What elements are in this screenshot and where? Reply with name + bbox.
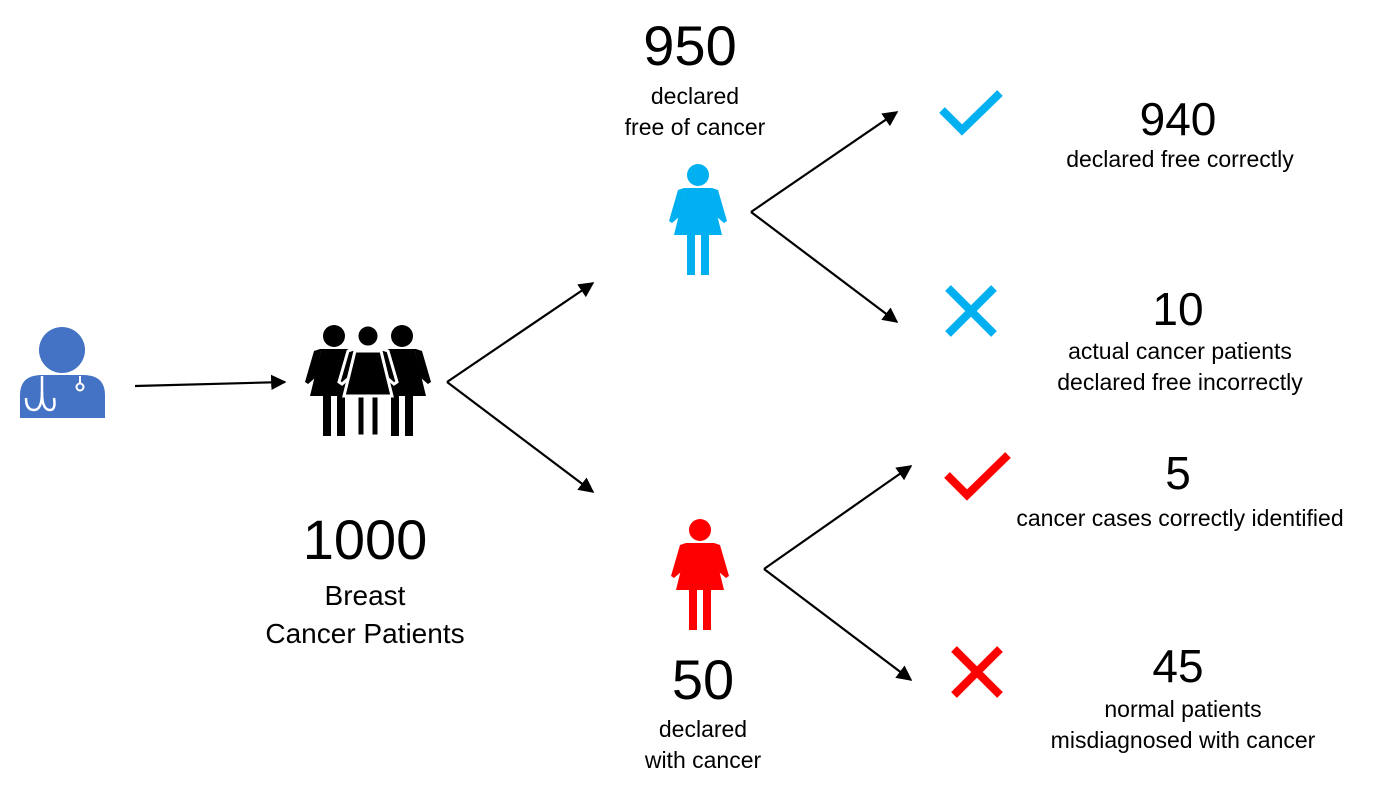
- positive-label-line2: with cancer: [644, 747, 762, 773]
- total-count: 1000: [302, 508, 428, 571]
- arrow-positive-to-true-positive: [763, 465, 913, 570]
- negative-count: 950: [643, 14, 737, 77]
- checkmark-icon-true-positive: [944, 452, 1011, 501]
- negative-label-line2: free of cancer: [624, 114, 766, 140]
- woman-icon-positive: [671, 519, 729, 630]
- false-negative-label-line1: actual cancer patients: [1068, 338, 1292, 364]
- true-negative-count: 940: [1139, 93, 1217, 145]
- arrow-negative-to-false-negative: [750, 211, 899, 323]
- arrow-negative-to-true-negative: [750, 111, 899, 213]
- arrow-group-to-positive: [446, 381, 595, 493]
- cross-icon-false-negative: [945, 285, 997, 337]
- true-negative-label: declared free correctly: [1066, 146, 1294, 172]
- positive-count: 50: [671, 648, 735, 711]
- arrow-positive-to-false-positive: [763, 568, 913, 681]
- arrow-group-to-negative: [446, 282, 595, 383]
- doctor-icon: [20, 327, 105, 418]
- false-positive-count: 45: [1152, 640, 1204, 692]
- false-positive-label-line1: normal patients: [1104, 696, 1262, 722]
- false-positive-label-line2: misdiagnosed with cancer: [1050, 727, 1316, 753]
- arrow-doctor-to-group: [134, 374, 287, 391]
- checkmark-icon-true-negative: [939, 90, 1003, 136]
- false-negative-count: 10: [1152, 283, 1204, 335]
- true-positive-count: 5: [1165, 447, 1191, 499]
- true-positive-label: cancer cases correctly identified: [1016, 505, 1344, 531]
- woman-icon-negative: [669, 164, 727, 275]
- negative-label-line1: declared: [650, 83, 740, 109]
- cross-icon-false-positive: [951, 646, 1003, 698]
- false-negative-label-line2: declared free incorrectly: [1057, 369, 1303, 395]
- women-group-icon: [305, 323, 431, 438]
- total-label-line2: Cancer Patients: [265, 618, 465, 649]
- total-label-line1: Breast: [324, 580, 406, 611]
- positive-label-line1: declared: [658, 716, 748, 742]
